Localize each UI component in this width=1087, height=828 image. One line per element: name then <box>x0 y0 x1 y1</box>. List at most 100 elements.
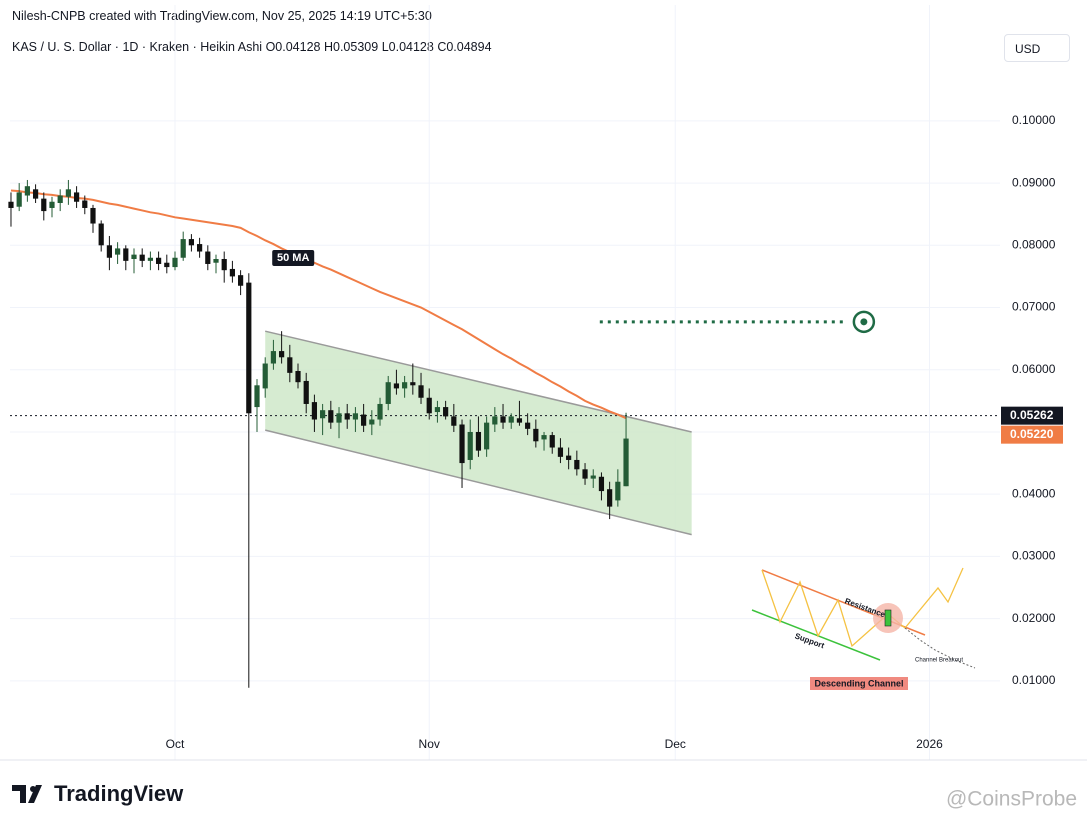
candle-body <box>262 363 268 389</box>
target-marker <box>852 310 876 334</box>
candle-body <box>49 201 55 208</box>
watermark: @CoinsProbe <box>946 788 1077 811</box>
channel <box>265 331 692 535</box>
candle-body <box>114 248 121 255</box>
ma-price-box <box>1001 425 1063 444</box>
candle-body <box>164 262 170 268</box>
candle-body <box>270 351 277 364</box>
symbol-line: KAS / U. S. Dollar · 1D · Kraken · Heiki… <box>12 40 492 54</box>
candle-body <box>82 200 88 208</box>
candle-body <box>434 407 441 413</box>
credit: Nilesh-CNPB created with TradingView.com… <box>12 9 432 23</box>
candle-body <box>336 413 342 423</box>
ma-line <box>10 189 627 420</box>
inset-title: Descending Channel <box>814 678 903 688</box>
candle-body <box>90 207 96 224</box>
candle-body <box>393 383 400 389</box>
candle-body <box>402 382 408 389</box>
ohlc: O0.04128 <box>265 40 321 54</box>
inset-highlight <box>873 603 903 633</box>
candle-body <box>344 413 350 420</box>
candle-body <box>385 382 391 404</box>
y-tick-label: 0.05000 <box>1012 424 1056 438</box>
candle-body <box>418 385 424 398</box>
candle-body <box>443 407 449 417</box>
candle-body <box>287 357 293 373</box>
candle-body <box>590 475 596 479</box>
y-tick-label: 0.10000 <box>1012 113 1056 127</box>
candle-body <box>541 435 547 440</box>
y-tick-label: 0.09000 <box>1012 175 1056 189</box>
candle-body <box>467 431 473 460</box>
inset-candle <box>884 609 892 627</box>
candle-body <box>139 254 145 261</box>
inset-support <box>751 609 881 661</box>
target-dot <box>860 318 868 326</box>
candle-body <box>369 419 375 425</box>
x-tick-label: Dec <box>665 737 686 751</box>
inset-label: Channel Breakout <box>915 658 963 664</box>
ma-label-bg <box>272 249 315 266</box>
y-tick-label: 0.02000 <box>1012 611 1056 625</box>
candle-body <box>98 223 104 246</box>
x-tick-label: Oct <box>166 737 185 751</box>
inset-label: Resistance <box>844 596 887 619</box>
candle-body <box>24 186 30 196</box>
ohlc: L0.04128 <box>381 40 434 54</box>
candle-body <box>492 416 498 425</box>
candle-body <box>303 380 309 404</box>
inset-resistance <box>761 569 926 636</box>
y-tick-label: 0.04000 <box>1012 486 1056 500</box>
candle-body <box>213 258 219 263</box>
channel-line <box>265 429 692 536</box>
plot <box>10 5 1000 760</box>
candle-body <box>500 416 506 423</box>
inset-label: Support <box>794 631 826 650</box>
candle-body <box>41 198 47 212</box>
last-price-label: 0.05262 <box>1010 408 1054 422</box>
candle-body <box>508 416 514 423</box>
candle-body <box>623 438 629 487</box>
candle-body <box>155 257 162 264</box>
candle-body <box>197 244 203 252</box>
candle-body <box>533 428 539 442</box>
channel-line <box>265 330 692 433</box>
logo-dot <box>30 786 36 792</box>
candle-body <box>8 201 14 208</box>
candle-body <box>475 431 482 451</box>
y-tick-label: 0.01000 <box>1012 673 1056 687</box>
y-tick-label: 0.08000 <box>1012 237 1056 251</box>
y-tick-label: 0.06000 <box>1012 362 1056 376</box>
candle-body <box>57 195 63 203</box>
candle-body <box>582 469 588 479</box>
candle-body <box>451 416 457 426</box>
inset-title-bg <box>810 677 908 690</box>
symbol: KAS / U. S. Dollar · 1D · Kraken · Heiki… <box>12 40 263 54</box>
ohlc: C0.04894 <box>437 40 492 54</box>
y-tick-label: 0.07000 <box>1012 300 1056 314</box>
candle-body <box>549 435 555 448</box>
ma-price-label: 0.05220 <box>1010 427 1054 441</box>
last-price-box <box>1001 406 1063 425</box>
x-tick-label: 2026 <box>916 737 943 751</box>
candle-body <box>279 351 285 358</box>
logo-text: TradingView <box>54 781 184 806</box>
candle-body <box>188 239 195 246</box>
candle-body <box>410 382 416 386</box>
candle-body <box>516 418 523 423</box>
candle-body <box>352 413 359 420</box>
logo-icon <box>12 785 42 803</box>
candle-body <box>205 251 211 264</box>
candle-body <box>615 481 621 501</box>
candle-body <box>238 275 244 286</box>
candle-body <box>459 424 465 464</box>
candle-body <box>123 248 129 261</box>
candle-body <box>295 370 301 383</box>
candle-body <box>320 410 326 419</box>
currency-button[interactable]: USD <box>1004 34 1070 62</box>
candle-body <box>16 192 22 207</box>
candle-body <box>246 282 252 414</box>
candle-body <box>377 403 383 420</box>
candle-body <box>361 414 367 426</box>
